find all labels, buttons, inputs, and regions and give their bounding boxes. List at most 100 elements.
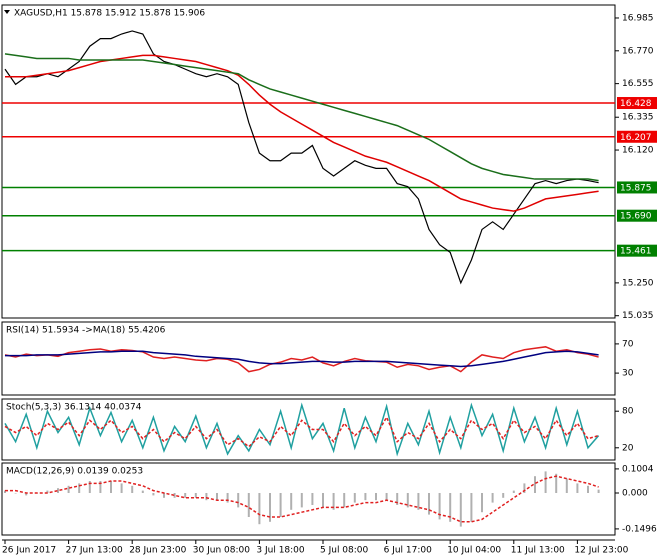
histogram-bar bbox=[14, 493, 17, 494]
panel-frame bbox=[1, 4, 616, 319]
histogram-bar bbox=[375, 493, 377, 501]
y-tick-label: 70 bbox=[622, 339, 634, 349]
histogram-bar bbox=[438, 493, 441, 520]
histogram-bar bbox=[449, 493, 452, 522]
panel-title: MACD(12,26,9) 0.0139 0.0253 bbox=[6, 467, 143, 477]
histogram-bar bbox=[173, 493, 176, 498]
x-tick-label: 10 Jul 04:00 bbox=[447, 546, 501, 556]
series-line bbox=[4, 346, 599, 373]
series-line bbox=[4, 30, 599, 285]
level-tag bbox=[617, 209, 657, 222]
histogram-bar bbox=[78, 483, 81, 493]
histogram-bar bbox=[534, 476, 536, 493]
histogram-bar bbox=[523, 483, 526, 493]
histogram-bar bbox=[258, 493, 261, 525]
panel-frame bbox=[1, 398, 616, 461]
y-tick-label: 0.000 bbox=[622, 489, 648, 499]
x-tick-label: 5 Jul 08:00 bbox=[320, 546, 369, 556]
histogram-bar bbox=[152, 493, 155, 496]
histogram-bar bbox=[205, 493, 208, 501]
histogram-bar bbox=[88, 481, 91, 493]
histogram-bar bbox=[512, 490, 515, 493]
histogram-bar bbox=[555, 473, 558, 493]
histogram-bar bbox=[25, 493, 28, 496]
histogram-bar bbox=[46, 490, 49, 493]
histogram-bar bbox=[120, 483, 123, 493]
histogram-bar bbox=[428, 493, 430, 515]
histogram-bar bbox=[57, 488, 59, 493]
y-tick-label: 16.985 bbox=[622, 13, 654, 23]
histogram-bar bbox=[226, 493, 229, 503]
histogram-bar bbox=[406, 493, 409, 508]
y-tick-label: 16.555 bbox=[622, 79, 654, 89]
histogram-bar bbox=[269, 493, 271, 522]
histogram-bar bbox=[279, 493, 282, 517]
series-line bbox=[4, 415, 599, 448]
series-line bbox=[4, 53, 599, 182]
menu-arrow bbox=[4, 10, 10, 14]
series-line bbox=[5, 54, 599, 212]
level-tag bbox=[617, 130, 657, 143]
panel-frame bbox=[1, 462, 616, 536]
x-tick-label: 12 Jul 23:00 bbox=[574, 546, 628, 556]
histogram-bar bbox=[597, 489, 600, 493]
y-tick-label: 16.770 bbox=[622, 46, 654, 56]
histogram-bar bbox=[459, 493, 462, 527]
histogram-bar bbox=[300, 493, 303, 508]
histogram-bar bbox=[247, 493, 250, 517]
histogram-bar bbox=[4, 490, 6, 493]
y-tick-label: 16.335 bbox=[622, 113, 654, 123]
histogram-bar bbox=[481, 493, 483, 513]
histogram-bar bbox=[99, 481, 102, 493]
histogram-bar bbox=[470, 493, 473, 522]
panel-title: XAGUSD,H1 15.878 15.912 15.878 15.906 bbox=[14, 9, 205, 19]
x-tick-label: 6 Jul 17:00 bbox=[384, 546, 433, 556]
x-tick-label: 27 Jun 13:00 bbox=[66, 546, 123, 556]
histogram-bar bbox=[194, 493, 197, 498]
histogram-bar bbox=[587, 485, 589, 493]
histogram-bar bbox=[311, 493, 314, 505]
histogram-bar bbox=[544, 471, 547, 493]
y-tick-label: 16.120 bbox=[622, 146, 654, 156]
histogram-bar bbox=[565, 478, 568, 493]
y-tick-label: 30 bbox=[622, 369, 634, 379]
level-label: 16.207 bbox=[620, 133, 652, 143]
histogram-bar bbox=[396, 493, 399, 505]
histogram-bar bbox=[502, 493, 505, 498]
y-tick-label: -0.1496 bbox=[622, 524, 657, 534]
level-tag bbox=[617, 97, 657, 110]
histogram-bar bbox=[290, 493, 293, 510]
x-tick-label: 28 Jun 23:00 bbox=[129, 546, 186, 556]
histogram-bar bbox=[163, 493, 165, 498]
histogram-bar bbox=[141, 490, 144, 493]
histogram-bar bbox=[491, 493, 494, 503]
histogram-bar bbox=[364, 493, 367, 501]
level-tag bbox=[617, 181, 657, 194]
histogram-bar bbox=[343, 493, 346, 508]
histogram-bar bbox=[131, 485, 134, 493]
histogram-bar bbox=[576, 483, 579, 493]
x-tick-label: 30 Jun 08:00 bbox=[193, 546, 250, 556]
level-label: 16.428 bbox=[620, 99, 652, 109]
y-tick-label: 15.035 bbox=[622, 311, 654, 321]
x-tick-label: 11 Jul 13:00 bbox=[511, 546, 565, 556]
histogram-bar bbox=[353, 493, 356, 503]
level-label: 15.461 bbox=[620, 247, 652, 257]
histogram-bar bbox=[332, 493, 335, 510]
histogram-bar bbox=[184, 493, 187, 498]
histogram-bar bbox=[322, 493, 324, 508]
level-label: 15.690 bbox=[620, 212, 652, 222]
y-tick-label: 0.1004 bbox=[622, 464, 654, 474]
panel-title: Stoch(5,3,3) 36.1314 40.0374 bbox=[6, 403, 142, 413]
y-tick-label: 20 bbox=[622, 443, 634, 453]
histogram-bar bbox=[385, 493, 388, 501]
panel-title: RSI(14) 51.5934 ->MA(18) 55.4206 bbox=[6, 326, 166, 336]
histogram-bar bbox=[110, 481, 112, 493]
level-tag bbox=[617, 244, 657, 257]
histogram-bar bbox=[67, 485, 70, 493]
y-tick-label: 80 bbox=[622, 407, 634, 417]
panel-frame bbox=[1, 321, 616, 396]
